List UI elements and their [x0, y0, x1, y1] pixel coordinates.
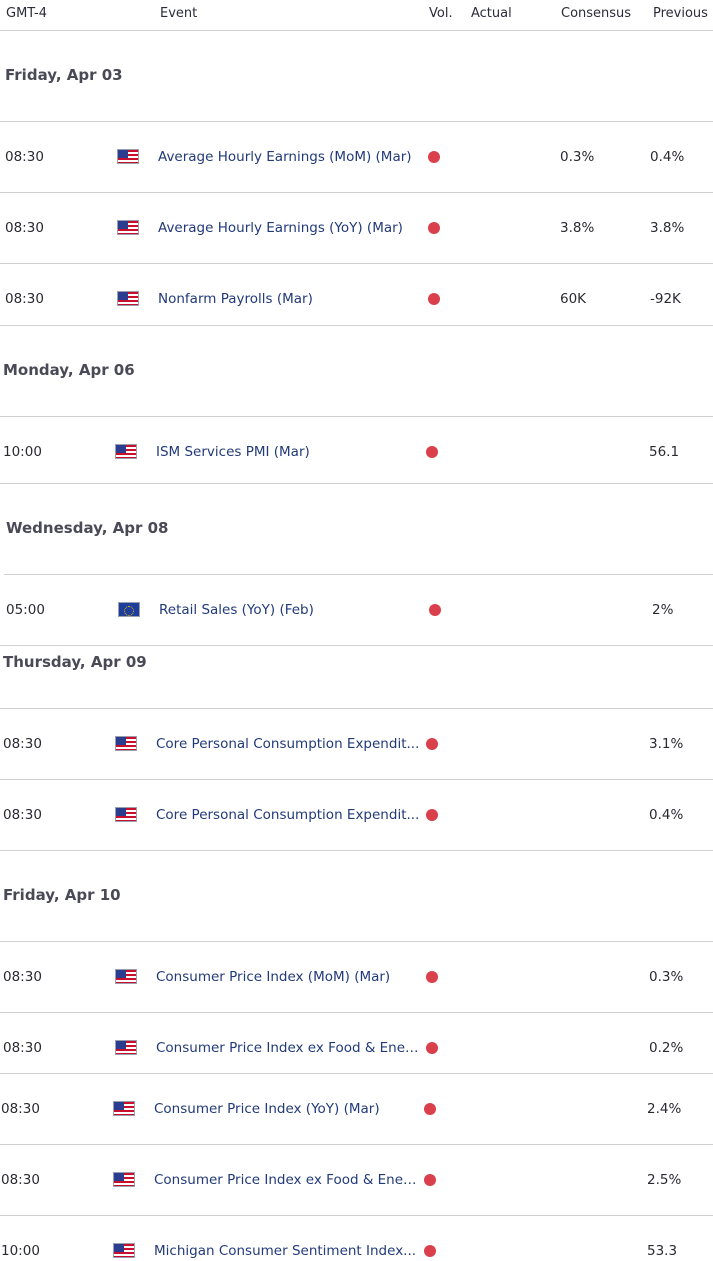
event-time: 10:00 — [3, 444, 42, 460]
previous-value: 3.1% — [649, 736, 684, 752]
event-name[interactable]: Consumer Price Index (MoM) (Mar) — [156, 969, 391, 985]
high-volatility-dot-icon — [428, 151, 440, 163]
event-time: 08:30 — [1, 1101, 40, 1117]
high-volatility-dot-icon — [428, 222, 440, 234]
event-name[interactable]: Core Personal Consumption Expendit... — [156, 736, 420, 752]
event-name[interactable]: ISM Services PMI (Mar) — [156, 444, 310, 460]
row-divider — [0, 1215, 713, 1216]
eu-flag-icon — [118, 602, 140, 617]
row-divider — [0, 779, 713, 780]
row-divider — [0, 416, 713, 417]
previous-value: 0.4% — [650, 149, 685, 165]
date-heading: Friday, Apr 10 — [3, 886, 121, 904]
date-heading: Monday, Apr 06 — [3, 361, 135, 379]
us-flag-icon — [113, 1243, 135, 1258]
event-name[interactable]: Michigan Consumer Sentiment Index... — [154, 1243, 417, 1259]
event-column-header: Event — [160, 6, 198, 21]
consensus-value: 0.3% — [560, 149, 595, 165]
event-time: 05:00 — [6, 602, 45, 618]
us-flag-icon — [115, 736, 137, 751]
row-divider — [0, 192, 713, 193]
row-divider — [0, 1073, 713, 1074]
row-divider — [0, 483, 713, 484]
event-time: 08:30 — [5, 291, 44, 307]
us-flag-icon — [115, 807, 137, 822]
us-flag-icon — [115, 444, 137, 459]
header-divider — [0, 30, 713, 31]
event-name[interactable]: Average Hourly Earnings (MoM) (Mar) — [158, 149, 412, 165]
high-volatility-dot-icon — [426, 1042, 438, 1054]
event-time: 08:30 — [3, 1040, 42, 1056]
high-volatility-dot-icon — [426, 971, 438, 983]
date-heading: Wednesday, Apr 08 — [6, 519, 169, 537]
event-name[interactable]: Consumer Price Index ex Food & Ener... — [156, 1040, 422, 1056]
previous-value: -92K — [650, 291, 681, 307]
event-time: 10:00 — [1, 1243, 40, 1259]
high-volatility-dot-icon — [426, 809, 438, 821]
row-divider — [0, 941, 713, 942]
row-divider — [0, 325, 713, 326]
previous-value: 2% — [652, 602, 674, 618]
high-volatility-dot-icon — [424, 1103, 436, 1115]
previous-value: 56.1 — [649, 444, 680, 460]
previous-column-header: Previous — [653, 6, 708, 21]
high-volatility-dot-icon — [426, 446, 438, 458]
event-name[interactable]: Average Hourly Earnings (YoY) (Mar) — [158, 220, 403, 236]
previous-value: 0.3% — [649, 969, 684, 985]
us-flag-icon — [115, 969, 137, 984]
us-flag-icon — [113, 1101, 135, 1116]
timezone-header[interactable]: GMT-4 — [6, 6, 47, 21]
high-volatility-dot-icon — [424, 1174, 436, 1186]
row-divider — [4, 574, 713, 575]
previous-value: 2.4% — [647, 1101, 682, 1117]
row-divider — [0, 850, 713, 851]
event-name[interactable]: Nonfarm Payrolls (Mar) — [158, 291, 313, 307]
row-divider — [0, 121, 713, 122]
row-divider — [0, 645, 713, 646]
consensus-column-header: Consensus — [561, 6, 632, 21]
actual-column-header: Actual — [471, 6, 512, 21]
event-time: 08:30 — [3, 807, 42, 823]
us-flag-icon — [117, 220, 139, 235]
event-time: 08:30 — [5, 149, 44, 165]
high-volatility-dot-icon — [424, 1245, 436, 1257]
previous-value: 53.3 — [647, 1243, 678, 1259]
previous-value: 2.5% — [647, 1172, 682, 1188]
event-name[interactable]: Consumer Price Index (YoY) (Mar) — [154, 1101, 380, 1117]
event-time: 08:30 — [3, 736, 42, 752]
previous-value: 0.2% — [649, 1040, 684, 1056]
consensus-value: 60K — [560, 291, 587, 307]
us-flag-icon — [117, 291, 139, 306]
row-divider — [0, 263, 713, 264]
consensus-value: 3.8% — [560, 220, 595, 236]
previous-value: 3.8% — [650, 220, 685, 236]
high-volatility-dot-icon — [429, 604, 441, 616]
date-heading: Thursday, Apr 09 — [3, 653, 147, 671]
us-flag-icon — [113, 1172, 135, 1187]
event-name[interactable]: Consumer Price Index ex Food & Ener... — [154, 1172, 420, 1188]
previous-value: 0.4% — [649, 807, 684, 823]
row-divider — [0, 1144, 713, 1145]
event-time: 08:30 — [3, 969, 42, 985]
high-volatility-dot-icon — [426, 738, 438, 750]
event-name[interactable]: Retail Sales (YoY) (Feb) — [159, 602, 314, 618]
date-heading: Friday, Apr 03 — [5, 66, 123, 84]
row-divider — [0, 708, 713, 709]
row-divider — [0, 1012, 713, 1013]
us-flag-icon — [117, 149, 139, 164]
event-name[interactable]: Core Personal Consumption Expendit... — [156, 807, 420, 823]
event-time: 08:30 — [1, 1172, 40, 1188]
high-volatility-dot-icon — [428, 293, 440, 305]
vol-column-header: Vol. — [429, 6, 453, 21]
us-flag-icon — [115, 1040, 137, 1055]
event-time: 08:30 — [5, 220, 44, 236]
